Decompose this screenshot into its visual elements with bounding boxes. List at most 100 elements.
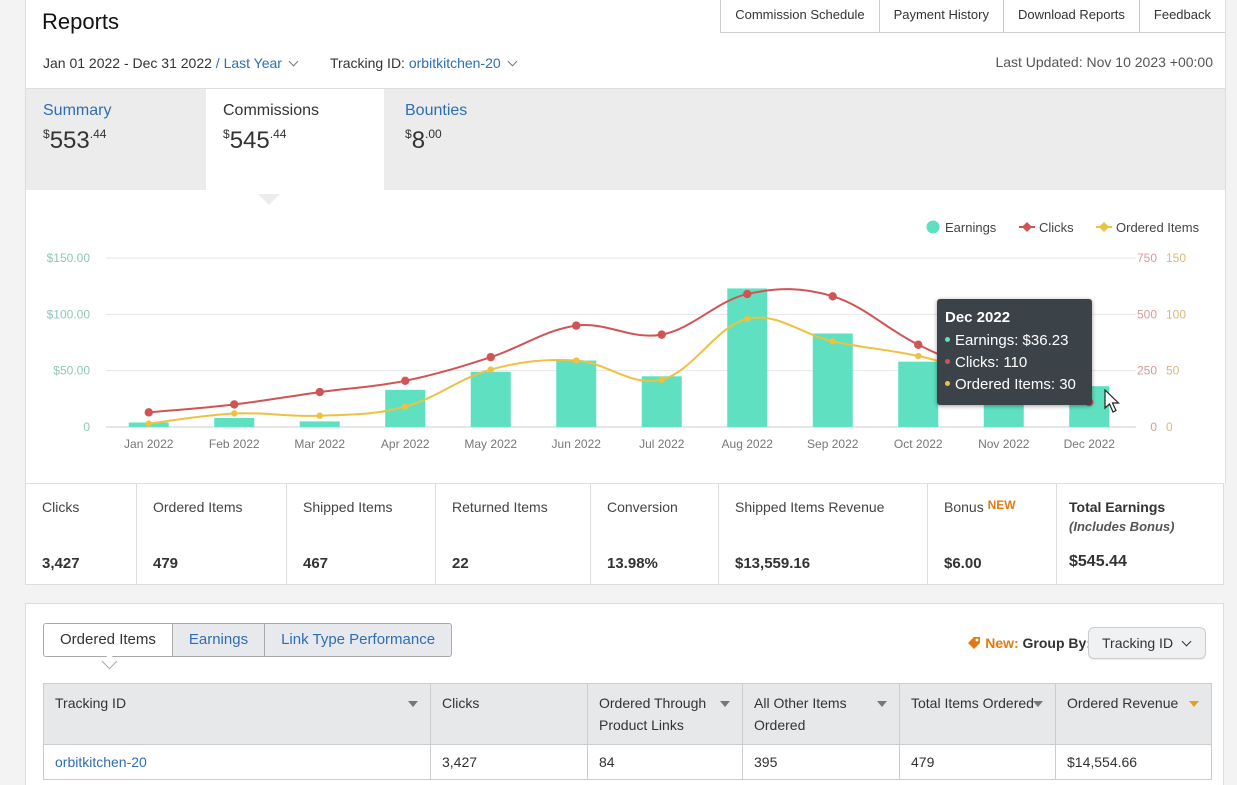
earnings-bar: [812, 333, 853, 427]
tag-icon: [968, 637, 981, 649]
commissions-amount: $545.44: [223, 127, 287, 154]
earnings-chart: $150.00 750 150$100.00 500 100$50.00 250 500 0 0…: [47, 220, 1200, 451]
y-right-clicks-tick-label: 0: [1150, 420, 1157, 434]
col-tracking-id[interactable]: Tracking ID: [43, 683, 431, 745]
x-tick-label: Oct 2022: [894, 437, 943, 451]
ordered-items-point: [145, 420, 152, 427]
tooltip-earnings: Earnings: $36.23: [945, 332, 1068, 349]
stat-clicks: Clicks 3,427: [26, 484, 137, 584]
col-ordered-through-links[interactable]: Ordered Through Product Links: [587, 683, 743, 745]
ordered-items-point: [744, 315, 751, 323]
tab-feedback[interactable]: Feedback: [1139, 0, 1225, 32]
earnings-bar: [214, 417, 255, 427]
chart-tooltip: Dec 2022 Earnings: $36.23 Clicks: 110 Or…: [937, 299, 1092, 405]
x-tick-label: Jun 2022: [552, 437, 602, 451]
sort-arrow-active-icon[interactable]: [1189, 701, 1199, 707]
tab-commission-schedule[interactable]: Commission Schedule: [721, 0, 880, 32]
tab-earnings[interactable]: Earnings: [172, 623, 266, 657]
date-separator: /: [211, 55, 224, 71]
tab-payment-history[interactable]: Payment History: [879, 0, 1004, 32]
cell-tracking-id[interactable]: orbitkitchen-20: [43, 744, 431, 780]
y-right-items-tick-label: 50: [1166, 364, 1180, 378]
x-tick-label: Mar 2022: [294, 437, 345, 451]
clicks-point: [315, 387, 324, 397]
tab-ordered-items[interactable]: Ordered Items: [43, 623, 173, 657]
ordered-items-point: [915, 352, 922, 360]
tab-summary[interactable]: Summary $553.44: [26, 89, 206, 191]
earnings-bar: [727, 288, 768, 427]
y-right-items-tick-label: 150: [1166, 251, 1186, 265]
clicks-point: [144, 408, 153, 417]
earnings-bar: [641, 376, 682, 427]
stat-total-earnings: Total Earnings (Includes Bonus) $545.44: [1069, 499, 1175, 570]
col-all-other-items[interactable]: All Other Items Ordered: [742, 683, 900, 745]
y-right-items-tick-label: 0: [1166, 420, 1173, 434]
y-right-clicks-tick-label: 250: [1137, 364, 1157, 378]
chevron-down-icon[interactable]: [288, 56, 299, 67]
clicks-point: [572, 321, 581, 330]
stat-conversion: Conversion 13.98%: [591, 484, 719, 584]
legend-label: Clicks: [1039, 220, 1074, 235]
mouse-cursor-icon: [1104, 389, 1120, 413]
table-row: orbitkitchen-20 3,427 84 395 479 $14,554…: [43, 744, 1212, 780]
earnings-bar: [556, 360, 597, 427]
clicks-point: [401, 376, 410, 386]
cell-all-other-items: 395: [742, 744, 900, 780]
tracking-id-link[interactable]: orbitkitchen-20: [55, 754, 147, 770]
sort-arrow-icon[interactable]: [720, 701, 730, 707]
tracking-id-label: Tracking ID:: [330, 55, 409, 71]
ordered-items-point: [573, 357, 580, 364]
legend-marker: [1022, 222, 1032, 232]
cell-ordered-revenue: $14,554.66: [1055, 744, 1212, 780]
tab-commissions-label: Commissions: [223, 102, 320, 119]
chevron-down-icon[interactable]: [507, 56, 518, 67]
y-right-items-tick-label: 100: [1166, 307, 1186, 321]
clicks-point: [657, 330, 666, 339]
date-range-selector[interactable]: Jan 01 2022 - Dec 31 2022 / Last Year: [43, 55, 299, 71]
top-tabs: Commission Schedule Payment History Down…: [720, 0, 1225, 33]
tracking-table: Tracking ID Clicks Ordered Through Produ…: [43, 683, 1212, 780]
x-tick-label: May 2022: [464, 437, 517, 451]
date-preset[interactable]: Last Year: [223, 55, 282, 71]
x-tick-label: Dec 2022: [1064, 437, 1116, 451]
sort-arrow-icon[interactable]: [877, 701, 887, 707]
group-by-select[interactable]: Tracking ID: [1088, 627, 1206, 659]
ordered-items-point: [316, 412, 323, 419]
tab-link-type-performance[interactable]: Link Type Performance: [265, 623, 453, 657]
group-by-label: New: Group By:: [966, 635, 1091, 651]
bounties-amount: $8.00: [405, 127, 442, 154]
summary-amount: $553.44: [43, 127, 107, 154]
ordered-items-point: [829, 338, 836, 345]
tab-bounties-label: Bounties: [405, 102, 468, 119]
tracking-id-selector[interactable]: Tracking ID: orbitkitchen-20: [330, 55, 518, 71]
col-total-items[interactable]: Total Items Ordered: [899, 683, 1056, 745]
legend-label: Ordered Items: [1116, 220, 1200, 235]
col-ordered-revenue[interactable]: Ordered Revenue: [1055, 683, 1212, 745]
sort-arrow-icon[interactable]: [408, 701, 418, 707]
earnings-bar: [898, 361, 939, 427]
tooltip-clicks: Clicks: 110: [945, 354, 1027, 371]
tab-bounties[interactable]: Bounties $8.00: [388, 89, 588, 191]
report-header: Reports Commission Schedule Payment Hist…: [25, 0, 1226, 88]
x-tick-label: Nov 2022: [978, 437, 1030, 451]
date-range-text: Jan 01 2022 - Dec 31 2022: [43, 55, 212, 71]
x-tick-label: Feb 2022: [209, 437, 260, 451]
tracking-id-value[interactable]: orbitkitchen-20: [408, 55, 501, 71]
tooltip-ordered-items: Ordered Items: 30: [945, 376, 1076, 393]
detail-panel: Ordered Items Earnings Link Type Perform…: [25, 603, 1224, 785]
table-header-row: Tracking ID Clicks Ordered Through Produ…: [43, 683, 1212, 745]
legend-marker: [1099, 222, 1109, 232]
stat-shipped-items: Shipped Items 467: [287, 484, 436, 584]
tab-commissions[interactable]: Commissions $545.44: [206, 89, 384, 197]
sort-arrow-icon[interactable]: [1033, 701, 1043, 707]
clicks-point: [828, 292, 837, 301]
summary-tabs: Summary $553.44 Commissions $545.44 Boun…: [25, 88, 1226, 197]
earnings-bar: [299, 421, 340, 427]
tab-download-reports[interactable]: Download Reports: [1003, 0, 1140, 32]
stat-returned-items: Returned Items 22: [436, 484, 591, 584]
chevron-down-icon[interactable]: [1181, 636, 1192, 647]
col-clicks[interactable]: Clicks: [430, 683, 588, 745]
new-badge: NEW: [987, 498, 1016, 512]
page-title: Reports: [42, 9, 120, 34]
clicks-line: [148, 288, 1090, 414]
